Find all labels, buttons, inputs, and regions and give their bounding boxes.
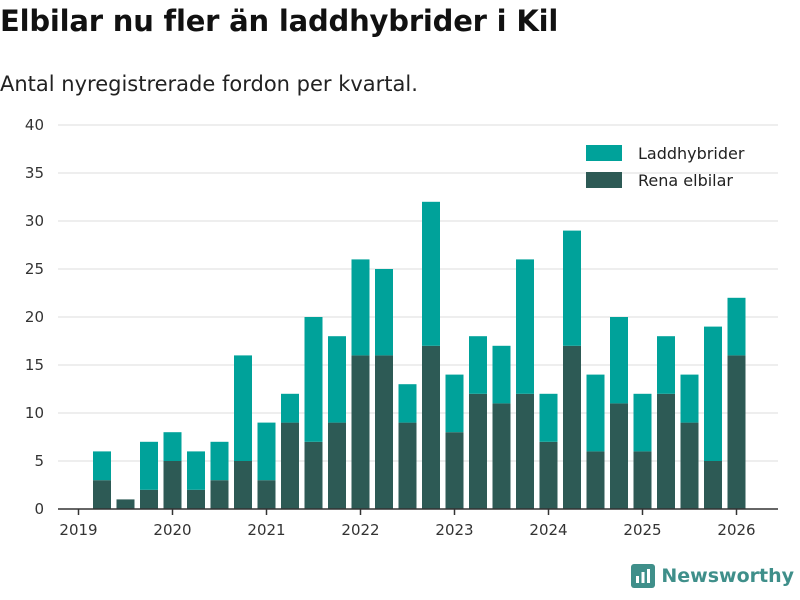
bar-rena-elbilar [469, 393, 487, 509]
x-tick-label: 2019 [59, 521, 97, 539]
legend-swatch-rena-elbilar [586, 172, 622, 188]
bar-rena-elbilar [680, 422, 699, 509]
bar-laddhybrider [680, 374, 699, 423]
legend-label-laddhybrider: Laddhybrider [638, 144, 745, 163]
legend-swatch-laddhybrider [586, 145, 622, 161]
bar-rena-elbilar [445, 432, 464, 509]
y-tick-label: 20 [25, 308, 44, 326]
bar-laddhybrider [187, 451, 205, 490]
x-tick-label: 2021 [247, 521, 285, 539]
bar-rena-elbilar [422, 345, 440, 509]
bar-laddhybrider [163, 432, 182, 461]
bar-laddhybrider [469, 336, 487, 394]
bar-laddhybrider [398, 384, 417, 423]
bar-laddhybrider [281, 393, 299, 423]
bar-laddhybrider [516, 259, 534, 394]
x-tick-label: 2025 [623, 521, 661, 539]
y-tick-label: 5 [34, 452, 44, 470]
y-tick-label: 10 [25, 404, 44, 422]
y-tick-label: 35 [25, 164, 44, 182]
newsworthy-logo: Newsworthy [631, 564, 794, 588]
bar-laddhybrider [704, 326, 722, 461]
bar-rena-elbilar [304, 441, 323, 509]
bar-rena-elbilar [234, 461, 252, 509]
bar-rena-elbilar [516, 393, 534, 509]
bar-rena-elbilar [539, 441, 558, 509]
bar-rena-elbilar [140, 489, 158, 509]
bar-rena-elbilar [563, 345, 581, 509]
bar-laddhybrider [727, 297, 746, 356]
bar-laddhybrider [539, 393, 558, 442]
bar-laddhybrider [586, 374, 605, 452]
bar-laddhybrider [93, 451, 111, 481]
brand-name: Newsworthy [661, 565, 794, 587]
chart-title: Elbilar nu fler än laddhybrider i Kil [0, 4, 559, 38]
bar-rena-elbilar [586, 451, 605, 509]
bar-rena-elbilar [281, 422, 299, 509]
bar-laddhybrider [610, 317, 628, 404]
newsworthy-icon [631, 564, 656, 588]
bar-rena-elbilar [633, 451, 652, 509]
bar-laddhybrider [492, 345, 511, 404]
bar-rena-elbilar [398, 422, 417, 509]
y-tick-label: 0 [34, 500, 44, 518]
bar-rena-elbilar [727, 355, 746, 509]
bar-laddhybrider [257, 422, 276, 481]
bar-laddhybrider [234, 355, 252, 461]
x-tick-label: 2026 [717, 521, 755, 539]
bar-rena-elbilar [328, 422, 346, 509]
bar-rena-elbilar [187, 489, 205, 509]
bar-laddhybrider [328, 336, 346, 423]
bar-laddhybrider [210, 441, 229, 481]
y-tick-label: 30 [25, 212, 44, 230]
bar-rena-elbilar [492, 403, 511, 509]
bar-rena-elbilar [210, 480, 229, 509]
bar-rena-elbilar [163, 461, 182, 509]
bar-laddhybrider [140, 441, 158, 490]
y-tick-label: 15 [25, 356, 44, 374]
bar-laddhybrider [422, 201, 440, 346]
legend-label-rena-elbilar: Rena elbilar [638, 171, 733, 190]
chart-subtitle: Antal nyregistrerade fordon per kvartal. [0, 72, 418, 96]
bar-laddhybrider [633, 393, 652, 452]
x-tick-label: 2022 [341, 521, 379, 539]
bar-rena-elbilar [93, 480, 111, 509]
bar-rena-elbilar [116, 499, 135, 509]
bar-laddhybrider [445, 374, 464, 433]
bar-rena-elbilar [610, 403, 628, 509]
x-tick-label: 2024 [529, 521, 567, 539]
y-tick-label: 25 [25, 260, 44, 278]
x-tick-label: 2020 [153, 521, 191, 539]
x-tick-label: 2023 [435, 521, 473, 539]
bar-laddhybrider [657, 336, 675, 394]
bar-laddhybrider [351, 259, 370, 356]
bar-laddhybrider [375, 269, 393, 356]
bar-rena-elbilar [657, 393, 675, 509]
bar-laddhybrider [563, 230, 581, 346]
y-tick-label: 40 [25, 116, 44, 134]
bar-rena-elbilar [257, 480, 276, 509]
bar-rena-elbilar [375, 355, 393, 509]
bar-rena-elbilar [351, 355, 370, 509]
bar-laddhybrider [304, 317, 323, 442]
bar-rena-elbilar [704, 461, 722, 509]
